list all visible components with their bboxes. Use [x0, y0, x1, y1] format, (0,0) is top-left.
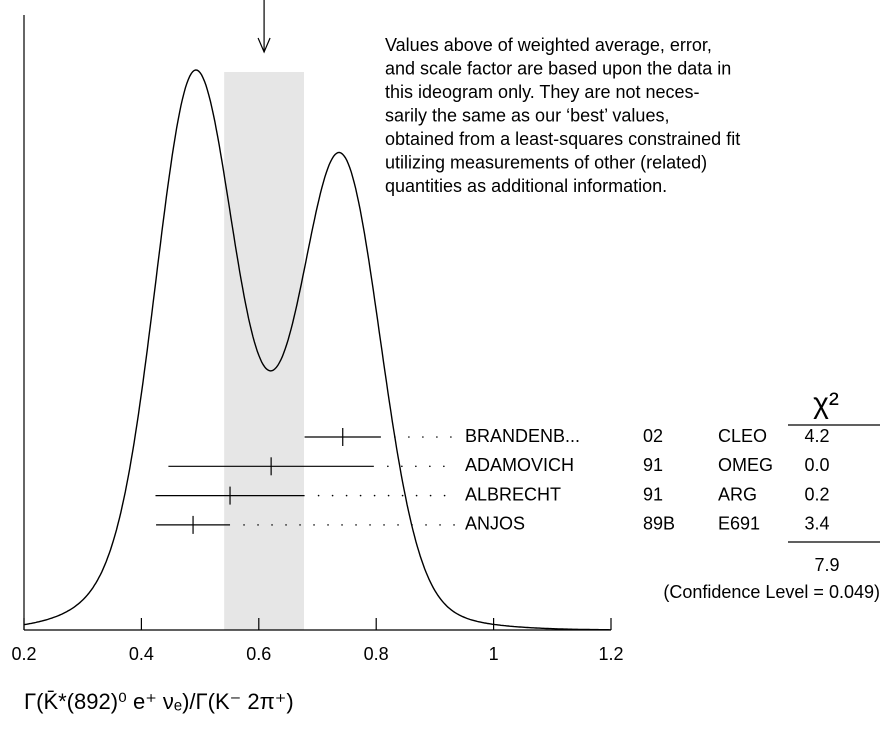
note-line: and scale factor are based upon the data… — [385, 58, 731, 78]
measurement-name: ALBRECHT — [465, 484, 561, 504]
x-tick-label: 0.8 — [364, 644, 389, 664]
leader-dot — [359, 494, 362, 497]
note-line: obtained from a least-squares constraine… — [385, 129, 740, 149]
leader-dot — [422, 436, 424, 438]
measurement-chi2: 0.2 — [804, 484, 829, 504]
note-line: this ideogram only. They are not neces- — [385, 82, 700, 102]
measurement-chi2: 3.4 — [804, 514, 829, 534]
note-line: Values above of weighted average, error, — [385, 35, 712, 55]
x-tick-label: 1 — [489, 644, 499, 664]
measurement-name: BRANDENB... — [465, 426, 580, 446]
leader-dot — [387, 465, 389, 468]
leader-dot — [383, 524, 385, 526]
confidence-level: (Confidence Level = 0.049) — [663, 582, 880, 602]
leader-dot — [436, 436, 438, 438]
leader-dot — [345, 494, 348, 497]
measurement-year: 91 — [643, 484, 663, 504]
measurement-experiment: OMEG — [718, 455, 773, 475]
leader-dot — [373, 494, 376, 497]
measurement-year: 89B — [643, 514, 675, 534]
x-tick-label: 0.4 — [129, 644, 154, 664]
leader-dot — [453, 524, 455, 526]
x-tick-label: 0.2 — [11, 644, 36, 664]
leader-dot — [313, 524, 315, 526]
leader-dot — [271, 524, 273, 526]
leader-dot — [387, 494, 390, 497]
measurement-experiment: E691 — [718, 514, 760, 534]
leader-dot — [331, 494, 334, 497]
leader-dot — [243, 524, 245, 526]
leader-dot — [317, 494, 320, 497]
leader-dot — [285, 524, 287, 526]
leader-dot — [443, 494, 446, 497]
leader-dot — [257, 524, 259, 526]
leader-dot — [411, 524, 413, 526]
leader-dot — [394, 436, 396, 438]
leader-dot — [397, 524, 399, 526]
average-error-band — [224, 72, 304, 630]
measurement-year: 91 — [643, 455, 663, 475]
note-line: sarily the same as our ‘best’ values, — [385, 105, 669, 125]
leader-dot — [425, 524, 427, 526]
leader-dot — [299, 524, 301, 526]
measurement-chi2: 0.0 — [804, 455, 829, 475]
measurement-chi2: 4.2 — [804, 426, 829, 446]
leader-dot — [439, 524, 441, 526]
leader-dot — [443, 465, 445, 468]
leader-dot — [327, 524, 329, 526]
x-axis-label: Γ(K̄*(892)⁰ e⁺ νₑ)/Γ(K⁻ 2π⁺) — [24, 689, 294, 714]
measurement-experiment: ARG — [718, 484, 757, 504]
measurement-year: 02 — [643, 426, 663, 446]
leader-dot — [401, 465, 403, 468]
x-tick-label: 0.6 — [246, 644, 271, 664]
leader-dot — [450, 436, 452, 438]
leader-dot — [341, 524, 343, 526]
x-tick-label: 1.2 — [598, 644, 623, 664]
average-arrowhead — [257, 37, 271, 54]
leader-dot — [408, 436, 410, 438]
leader-dot — [355, 524, 357, 526]
leader-dot — [415, 465, 417, 468]
leader-dot — [401, 494, 404, 497]
leader-dot — [415, 494, 418, 497]
chi2-header: χ² — [813, 387, 839, 420]
chi2-total: 7.9 — [814, 555, 839, 575]
leader-dot — [369, 524, 371, 526]
measurement-name: ADAMOVICH — [465, 455, 574, 475]
note-line: quantities as additional information. — [385, 176, 667, 196]
ideogram-curve — [23, 69, 611, 631]
leader-dot — [429, 494, 432, 497]
measurement-name: ANJOS — [465, 514, 525, 534]
measurement-experiment: CLEO — [718, 426, 767, 446]
note-line: utilizing measurements of other (related… — [385, 152, 707, 172]
leader-dot — [429, 465, 431, 468]
